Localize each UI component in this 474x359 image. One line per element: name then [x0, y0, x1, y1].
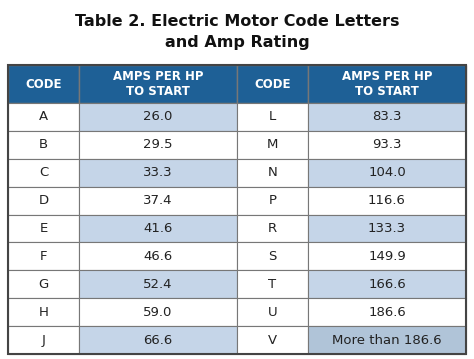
Bar — [237, 270, 308, 298]
Text: R: R — [268, 222, 277, 235]
Text: 52.4: 52.4 — [143, 278, 173, 291]
Text: A: A — [39, 111, 48, 123]
Bar — [308, 270, 466, 298]
Bar — [237, 65, 308, 103]
Bar — [79, 159, 237, 187]
Text: 59.0: 59.0 — [143, 306, 173, 319]
Bar — [8, 298, 79, 326]
Text: D: D — [38, 194, 48, 207]
Bar — [79, 65, 237, 103]
Bar — [308, 131, 466, 159]
Bar — [237, 298, 308, 326]
Bar — [8, 270, 79, 298]
Text: CODE: CODE — [25, 78, 62, 90]
Text: 26.0: 26.0 — [143, 111, 173, 123]
Bar — [237, 242, 308, 270]
Text: 66.6: 66.6 — [143, 334, 173, 346]
Text: P: P — [268, 194, 276, 207]
Text: 93.3: 93.3 — [372, 138, 402, 151]
Text: More than 186.6: More than 186.6 — [332, 334, 442, 346]
Text: 186.6: 186.6 — [368, 306, 406, 319]
Text: F: F — [40, 250, 47, 263]
Bar — [79, 131, 237, 159]
Bar — [308, 215, 466, 242]
Bar — [237, 131, 308, 159]
Text: E: E — [39, 222, 47, 235]
Bar — [237, 159, 308, 187]
Text: Table 2. Electric Motor Code Letters: Table 2. Electric Motor Code Letters — [75, 14, 399, 29]
Text: V: V — [268, 334, 277, 346]
Text: and Amp Rating: and Amp Rating — [164, 35, 310, 50]
Bar — [8, 242, 79, 270]
Bar — [308, 298, 466, 326]
Bar — [79, 326, 237, 354]
Text: 149.9: 149.9 — [368, 250, 406, 263]
Bar — [8, 131, 79, 159]
Text: 166.6: 166.6 — [368, 278, 406, 291]
Bar — [8, 65, 79, 103]
Bar — [308, 103, 466, 131]
Text: T: T — [268, 278, 276, 291]
Text: 104.0: 104.0 — [368, 166, 406, 179]
Text: B: B — [39, 138, 48, 151]
Bar — [308, 242, 466, 270]
Text: C: C — [39, 166, 48, 179]
Bar — [79, 103, 237, 131]
Text: 37.4: 37.4 — [143, 194, 173, 207]
Bar — [8, 159, 79, 187]
Text: 41.6: 41.6 — [143, 222, 173, 235]
Bar — [308, 159, 466, 187]
Text: 46.6: 46.6 — [143, 250, 173, 263]
Bar — [79, 270, 237, 298]
Text: N: N — [268, 166, 277, 179]
Bar — [8, 215, 79, 242]
Text: AMPS PER HP
TO START: AMPS PER HP TO START — [342, 70, 432, 98]
Bar — [237, 103, 308, 131]
Bar — [8, 187, 79, 215]
Bar — [79, 215, 237, 242]
Bar — [308, 326, 466, 354]
Text: 83.3: 83.3 — [372, 111, 402, 123]
Bar — [237, 215, 308, 242]
Text: G: G — [38, 278, 49, 291]
Bar — [79, 298, 237, 326]
Text: S: S — [268, 250, 277, 263]
Bar — [79, 187, 237, 215]
Bar — [8, 326, 79, 354]
Bar — [237, 187, 308, 215]
Text: M: M — [267, 138, 278, 151]
Text: L: L — [269, 111, 276, 123]
Bar — [8, 65, 466, 354]
Text: AMPS PER HP
TO START: AMPS PER HP TO START — [113, 70, 203, 98]
Text: 116.6: 116.6 — [368, 194, 406, 207]
Text: 133.3: 133.3 — [368, 222, 406, 235]
Bar — [308, 187, 466, 215]
Bar — [79, 242, 237, 270]
Text: J: J — [42, 334, 46, 346]
Text: 33.3: 33.3 — [143, 166, 173, 179]
Text: CODE: CODE — [254, 78, 291, 90]
Bar — [308, 65, 466, 103]
Bar — [237, 326, 308, 354]
Text: H: H — [38, 306, 48, 319]
Text: U: U — [268, 306, 277, 319]
Text: 29.5: 29.5 — [143, 138, 173, 151]
Bar — [8, 103, 79, 131]
